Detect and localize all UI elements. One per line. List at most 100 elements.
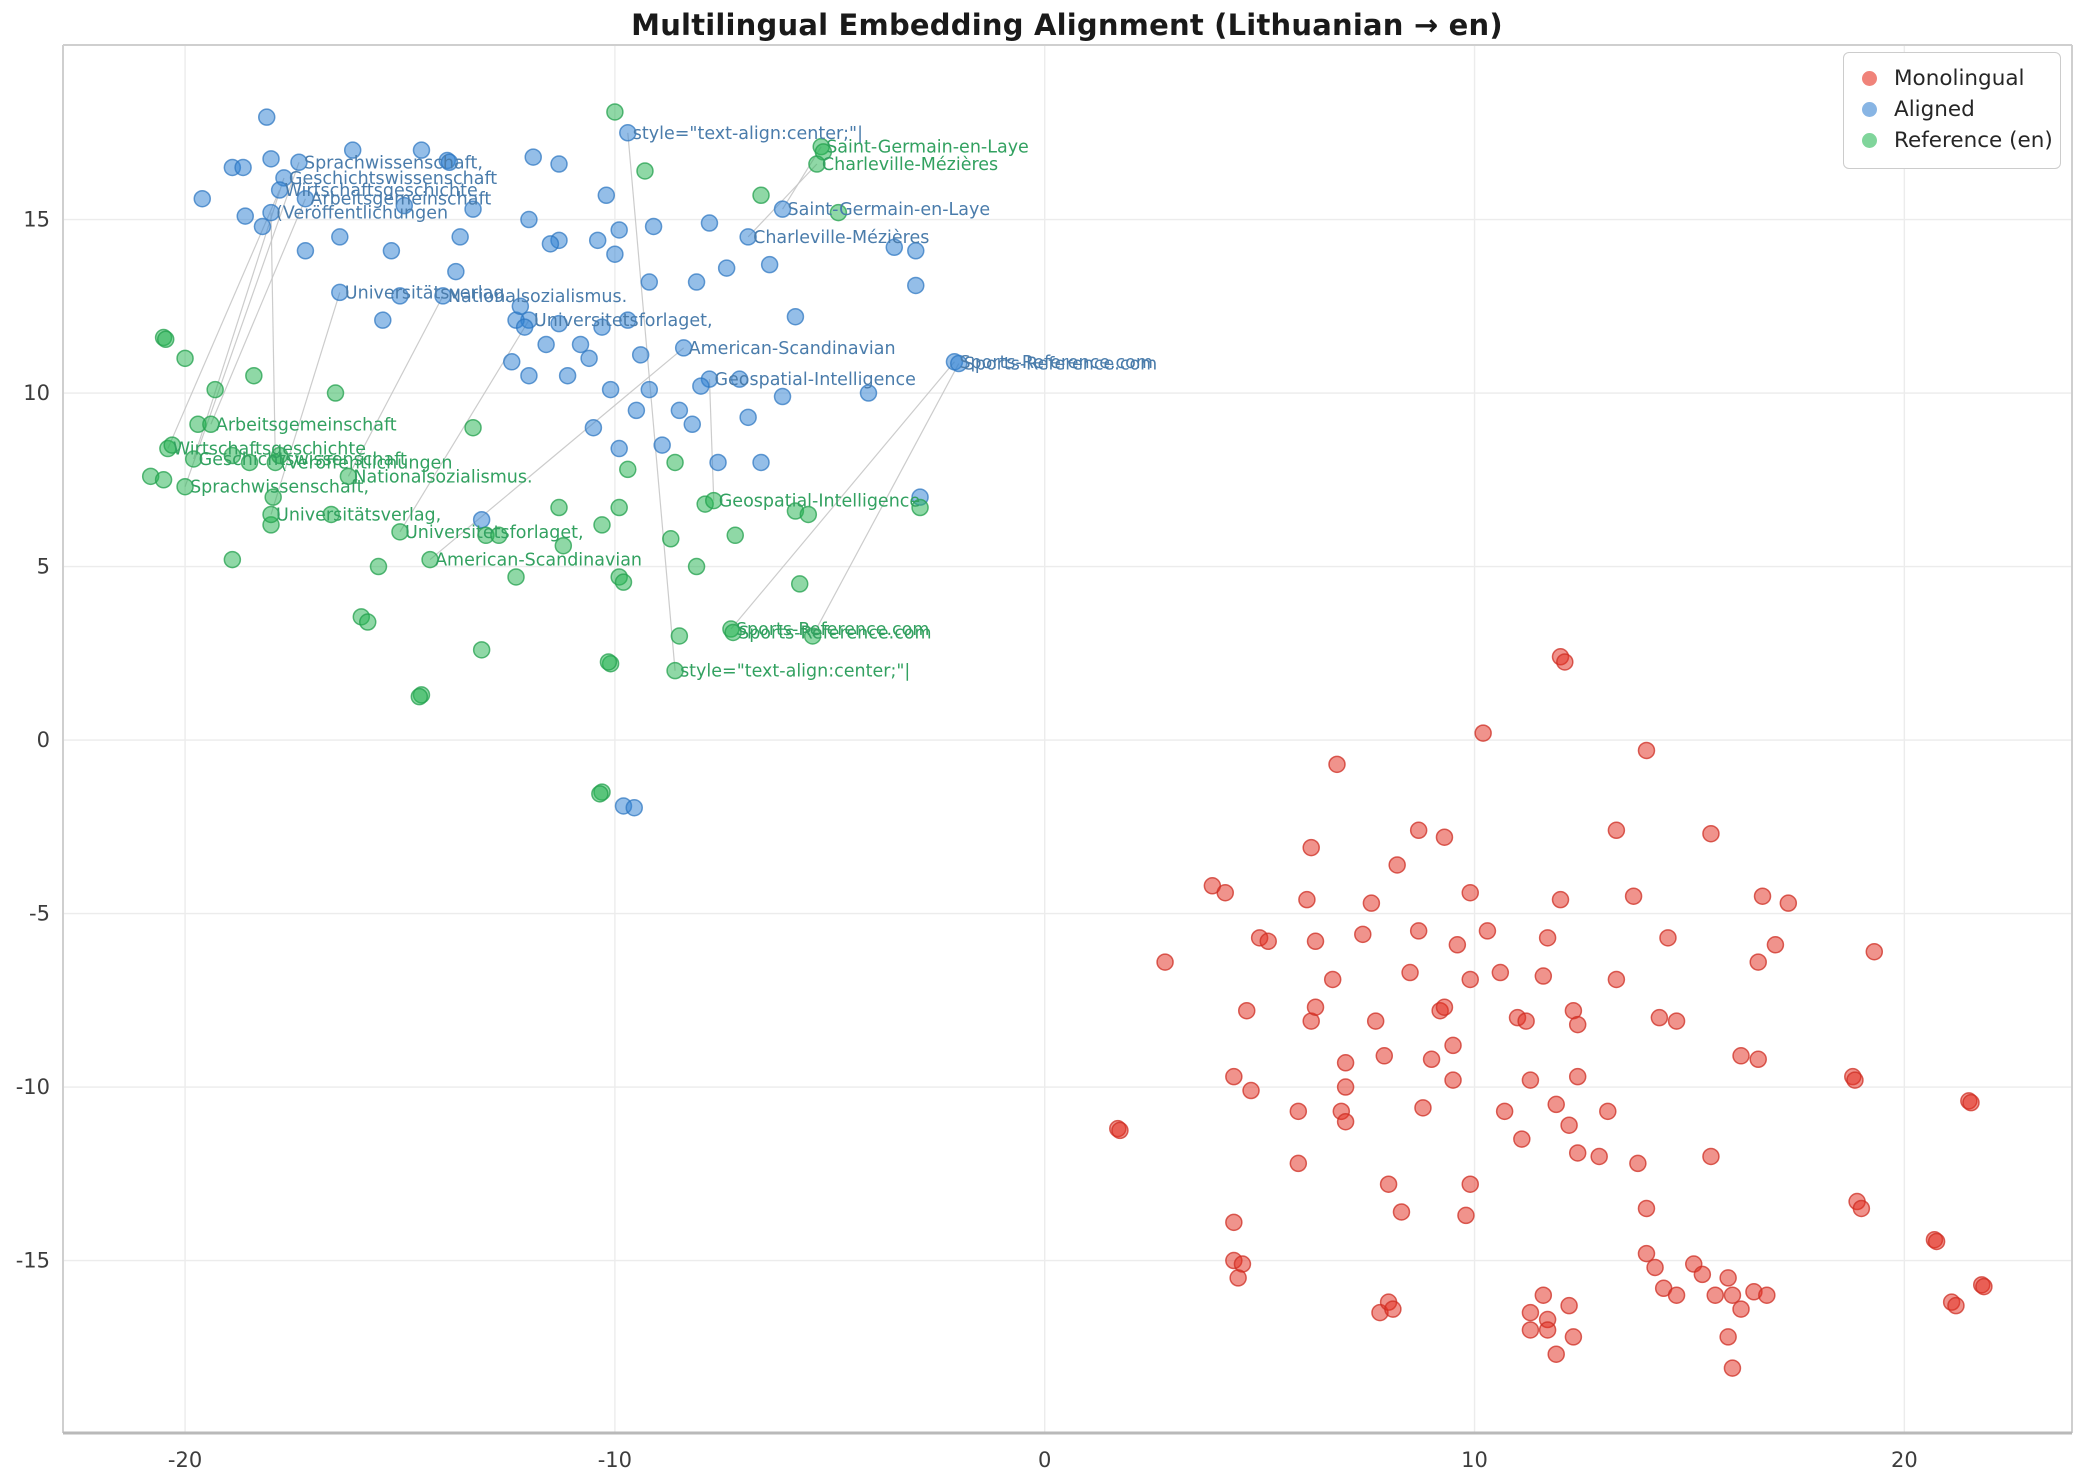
data-point-monolingual: [1237, 1001, 1256, 1020]
data-point-monolingual: [1444, 1036, 1462, 1055]
data-point-aligned: [447, 262, 465, 281]
data-point-monolingual: [1719, 1269, 1737, 1287]
data-point-monolingual: [1474, 724, 1492, 742]
point-annotation: style="text-align:center;"|: [633, 124, 863, 144]
data-point-monolingual: [1749, 953, 1767, 971]
data-point-aligned: [786, 307, 805, 326]
data-point-reference-en: [554, 536, 573, 555]
data-point-reference-en: [726, 526, 744, 545]
data-point-reference-en: [829, 203, 848, 222]
data-point-monolingual: [1629, 1154, 1647, 1173]
data-point-aligned: [502, 353, 521, 371]
data-point-reference-en: [358, 613, 377, 631]
data-point-aligned: [907, 242, 925, 260]
point-annotation: Charleville-Mézières: [822, 155, 998, 175]
data-point-aligned: [331, 283, 349, 302]
data-point-monolingual: [1461, 970, 1479, 989]
data-point-aligned: [773, 387, 792, 406]
data-point-reference-en: [636, 162, 654, 180]
data-point-aligned: [859, 384, 878, 402]
data-point-monolingual: [1650, 1008, 1669, 1027]
alignment-connector-line: [347, 295, 444, 477]
data-point-aligned: [440, 153, 459, 172]
point-annotation: Universitetsforlaget,: [534, 311, 713, 331]
x-tick-label: 20: [1891, 1448, 1918, 1472]
data-point-aligned: [640, 380, 659, 399]
data-point-monolingual: [1547, 1345, 1565, 1363]
data-point-monolingual: [1444, 1071, 1462, 1089]
data-point-monolingual: [1732, 1047, 1750, 1065]
alignment-connector-line: [627, 132, 676, 671]
data-point-monolingual: [1547, 1095, 1565, 1114]
data-point-monolingual: [1852, 1199, 1871, 1218]
point-annotation: Sports-Reference.com: [959, 353, 1152, 373]
point-annotation: Universitetsforlaget,: [405, 523, 584, 543]
data-point-aligned: [683, 415, 702, 434]
data-point-reference-en: [270, 446, 289, 465]
data-point-monolingual: [1457, 1206, 1475, 1225]
data-point-monolingual: [1409, 821, 1428, 840]
point-annotation: Saint-Germain-en-Laye: [788, 200, 991, 220]
data-point-aligned: [700, 214, 719, 232]
data-point-monolingual: [1414, 1099, 1432, 1117]
x-tick-label: 0: [1038, 1448, 1051, 1472]
x-tick-label: -20: [168, 1448, 202, 1472]
data-point-aligned: [907, 276, 925, 295]
data-point-monolingual: [1568, 1015, 1587, 1034]
data-point-monolingual: [1564, 1328, 1583, 1346]
data-point-reference-en: [550, 498, 568, 517]
data-point-aligned: [558, 366, 577, 385]
data-point-aligned: [619, 311, 637, 329]
data-point-monolingual: [1259, 932, 1277, 951]
data-point-aligned: [606, 245, 624, 263]
data-point-aligned: [601, 380, 620, 399]
data-point-reference-en: [790, 575, 809, 593]
data-point-aligned: [331, 228, 349, 246]
y-tick-label: 10: [23, 381, 50, 405]
data-point-monolingual: [1448, 936, 1467, 954]
data-point-aligned: [631, 346, 650, 364]
point-annotation: Sprachwissenschaft,: [304, 153, 483, 173]
data-point-monolingual: [1568, 1067, 1587, 1086]
data-point-aligned: [434, 287, 452, 305]
data-point-monolingual: [1706, 1286, 1724, 1304]
data-point-monolingual: [1302, 838, 1320, 857]
data-point-monolingual: [1732, 1300, 1750, 1318]
data-point-aligned: [687, 273, 706, 291]
data-point-aligned: [580, 349, 598, 368]
data-point-monolingual: [1779, 894, 1798, 912]
data-point-aligned: [739, 228, 757, 246]
alignment-connector-line: [399, 319, 530, 533]
data-point-monolingual: [1753, 887, 1772, 905]
data-point-aligned: [257, 108, 276, 126]
data-point-aligned: [296, 242, 315, 260]
legend: Monolingual Aligned Reference (en): [1843, 52, 2061, 169]
point-annotation: Saint-Germain-en-Laye: [826, 138, 1029, 158]
point-annotation: Geospatial-Intelligence: [714, 370, 915, 390]
point-annotation: Universitätsverlag,: [276, 505, 441, 525]
point-annotation: Charleville-Mézières: [753, 228, 929, 248]
data-point-monolingual: [1624, 887, 1643, 905]
data-point-monolingual: [1513, 1130, 1531, 1148]
point-annotation: Geschichtswissenschaft: [289, 169, 497, 189]
y-tick-label: -15: [16, 1249, 50, 1273]
y-tick-label: 0: [37, 728, 50, 752]
data-point-monolingual: [1384, 1300, 1402, 1318]
data-point-aligned: [290, 153, 308, 172]
data-point-reference-en: [223, 446, 242, 465]
data-point-monolingual: [1534, 967, 1553, 985]
point-annotation: Nationalsozialismus.: [353, 467, 532, 487]
data-point-monolingual: [1306, 932, 1325, 951]
data-point-aligned: [709, 453, 727, 472]
data-point-aligned: [262, 203, 280, 222]
data-point-reference-en: [391, 523, 409, 541]
data-point-monolingual: [1667, 1012, 1686, 1030]
point-annotation: Wirtschaftsgeschichte: [285, 181, 478, 201]
data-point-aligned: [692, 377, 710, 395]
data-point-aligned: [524, 148, 542, 166]
data-point-monolingual: [1975, 1277, 1993, 1296]
data-point-reference-en: [614, 573, 633, 591]
y-tick-label: 15: [23, 208, 50, 232]
data-point-monolingual: [1156, 953, 1174, 971]
data-point-monolingual: [1323, 970, 1342, 989]
